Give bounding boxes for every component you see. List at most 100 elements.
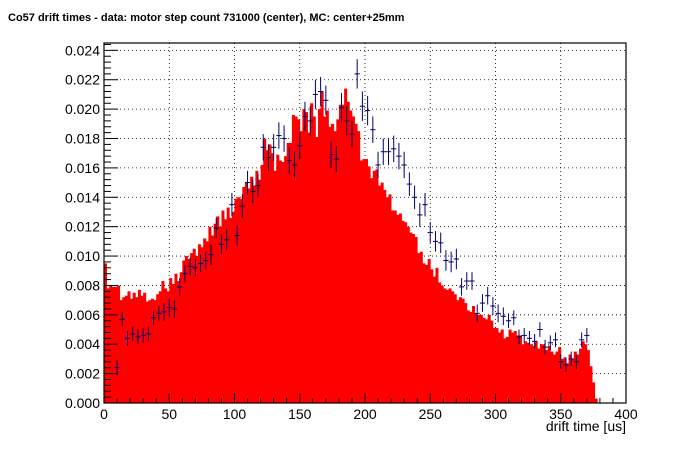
histogram-bar xyxy=(500,329,504,403)
y-tick-label: 0.020 xyxy=(65,101,100,117)
x-axis-label: drift time [us] xyxy=(546,418,626,434)
histogram-bar xyxy=(409,232,413,403)
data-point xyxy=(417,203,423,227)
histogram-bar xyxy=(445,289,449,403)
histogram-bar xyxy=(508,329,512,403)
histogram-bar xyxy=(257,179,261,403)
histogram-bar xyxy=(211,235,215,403)
histogram-bar xyxy=(589,366,593,403)
data-point xyxy=(150,310,157,326)
histogram-bar xyxy=(192,248,196,403)
histogram-bar xyxy=(286,142,290,403)
data-point xyxy=(380,138,386,165)
data-point xyxy=(250,179,256,204)
data-point xyxy=(458,278,465,296)
data-points xyxy=(114,59,590,376)
data-point xyxy=(453,248,459,270)
histogram-bar xyxy=(278,160,282,403)
histogram-bar xyxy=(291,115,295,403)
histogram-bar xyxy=(218,226,222,403)
histogram-bar xyxy=(166,291,170,403)
histogram-bar xyxy=(568,354,572,403)
data-point xyxy=(297,132,303,160)
histogram-bar xyxy=(205,241,209,403)
histogram-bar xyxy=(333,131,337,403)
histogram-bar xyxy=(174,273,178,403)
histogram-bar xyxy=(271,153,275,403)
histogram-bar xyxy=(417,253,421,403)
histogram-bar xyxy=(477,314,481,403)
histogram-bar xyxy=(401,220,405,403)
histogram-bar xyxy=(284,156,288,403)
histogram-bar xyxy=(289,142,293,403)
histogram-bar xyxy=(318,109,322,404)
histogram-bar xyxy=(208,226,212,403)
histogram-bar xyxy=(187,259,191,403)
data-point xyxy=(579,332,585,348)
histogram-bar xyxy=(237,197,241,403)
data-point xyxy=(568,351,574,367)
histogram-bar xyxy=(132,292,136,403)
histogram-bar xyxy=(430,269,434,403)
data-point xyxy=(234,225,240,246)
y-tick-label: 0.008 xyxy=(65,277,100,293)
histogram-bar xyxy=(440,285,444,403)
y-tick-label: 0.018 xyxy=(65,131,100,147)
data-point xyxy=(558,354,564,370)
histogram-bar xyxy=(216,216,220,403)
data-point xyxy=(505,313,512,329)
data-point xyxy=(114,360,120,376)
y-tick-label: 0.006 xyxy=(65,307,100,323)
histogram-bar xyxy=(513,331,517,403)
histogram-bar xyxy=(518,335,522,403)
histogram-bar xyxy=(487,314,491,403)
histogram-bar xyxy=(461,298,465,403)
histogram-bar xyxy=(297,119,301,403)
histogram-bar xyxy=(571,358,575,403)
data-point xyxy=(302,101,308,132)
histogram-bar xyxy=(573,351,577,403)
data-point xyxy=(182,264,188,283)
histogram-bar xyxy=(354,123,358,403)
data-point xyxy=(213,217,219,239)
data-point xyxy=(490,297,496,315)
data-point xyxy=(375,151,381,179)
mc-histogram xyxy=(104,88,598,404)
histogram-bar xyxy=(560,358,564,403)
data-point xyxy=(286,147,292,174)
histogram-bar xyxy=(203,238,207,403)
histogram-bar xyxy=(234,198,238,403)
histogram-bar xyxy=(542,344,546,403)
y-tick-label: 0.002 xyxy=(65,366,100,382)
data-point xyxy=(500,307,506,326)
data-point xyxy=(401,151,407,179)
histogram-bar xyxy=(558,347,562,403)
histogram-bar xyxy=(260,164,264,403)
data-point xyxy=(521,328,527,343)
histogram-bar xyxy=(555,351,559,403)
histogram-bar xyxy=(344,88,348,403)
histogram-bar xyxy=(584,344,588,403)
data-point xyxy=(119,311,125,327)
histogram-bar xyxy=(304,112,308,404)
x-tick-label: 100 xyxy=(223,406,247,422)
histogram-bar xyxy=(122,297,126,403)
histogram-bar xyxy=(367,166,371,403)
data-point xyxy=(385,138,392,165)
histogram-bar xyxy=(594,398,598,403)
histogram-bar xyxy=(547,345,551,403)
histogram-bar xyxy=(263,138,267,404)
histogram-bar xyxy=(539,344,543,403)
histogram-bar xyxy=(255,170,259,403)
histogram-bar xyxy=(252,185,256,403)
y-tick-label: 0.010 xyxy=(65,248,100,264)
histogram-bar xyxy=(224,219,228,403)
histogram-bar xyxy=(250,176,254,403)
histogram-bar xyxy=(419,251,423,403)
histogram-bar xyxy=(124,295,128,403)
histogram-bar xyxy=(498,332,502,403)
x-tick-label: 150 xyxy=(288,406,312,422)
data-point xyxy=(291,151,298,179)
histogram-bar xyxy=(111,286,115,403)
data-point xyxy=(276,122,282,149)
